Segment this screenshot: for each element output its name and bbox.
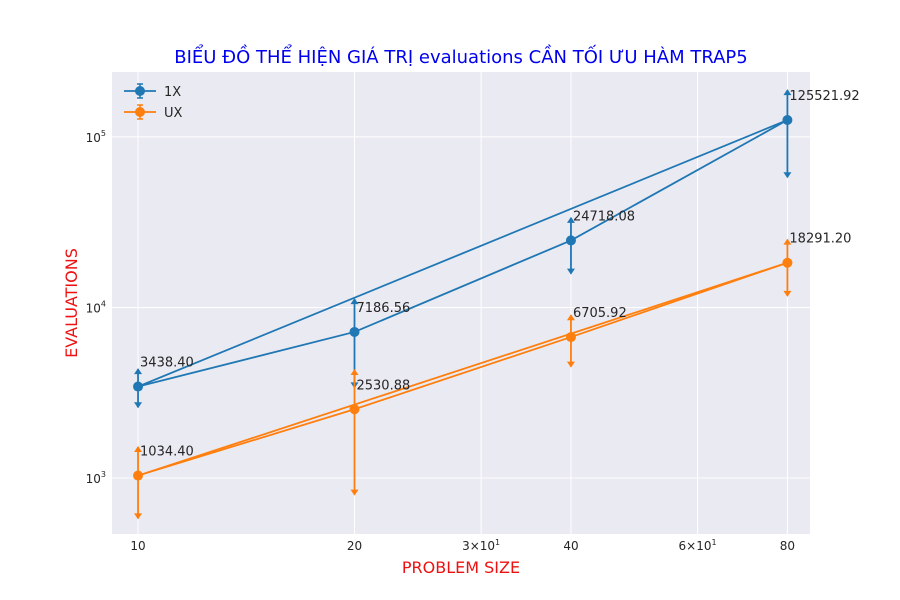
- error-cap-down: [566, 268, 575, 275]
- x-tick-label: 20: [347, 539, 362, 553]
- error-cap-up: [566, 314, 575, 321]
- x-tick-label-exponent: 1: [495, 538, 500, 547]
- legend-item-ux: UX: [124, 104, 183, 121]
- data-point: [565, 235, 576, 246]
- y-tick-label: 105: [86, 129, 106, 145]
- error-cap-up: [783, 238, 792, 245]
- x-tick-label: 40: [563, 539, 578, 553]
- fit-line: [137, 261, 788, 477]
- data-point: [565, 332, 576, 343]
- data-label: 18291.20: [789, 232, 851, 247]
- x-ticks: 10 20 3×101 40 6×101 80: [130, 538, 795, 553]
- data-point: [782, 257, 793, 268]
- fit-line: [137, 119, 788, 388]
- error-cap-up: [783, 89, 792, 96]
- y-tick-label-exponent: 5: [101, 129, 106, 138]
- error-cap-down: [783, 172, 792, 179]
- legend-label: 1X: [164, 85, 181, 100]
- data-point: [133, 470, 144, 481]
- plot-background: [112, 72, 810, 534]
- series-line: [137, 261, 788, 477]
- error-cap-up: [350, 298, 359, 305]
- error-cap-up: [134, 368, 143, 375]
- x-tick-label: 10: [130, 539, 145, 553]
- error-cap-down: [134, 402, 143, 409]
- y-tick-label-exponent: 3: [101, 470, 106, 479]
- data-point: [349, 404, 360, 415]
- error-cap-down: [783, 290, 792, 297]
- series-ux: [133, 238, 793, 520]
- data-label: 24718.08: [573, 209, 635, 224]
- error-cap-down: [350, 489, 359, 496]
- legend-label: UX: [164, 106, 183, 121]
- error-cap-down: [566, 361, 575, 368]
- x-tick-label: 80: [780, 539, 795, 553]
- legend-item-1x: 1X: [124, 83, 181, 100]
- y-axis-label: EVALUATIONS: [62, 248, 81, 358]
- series-line: [137, 119, 788, 388]
- data-point: [782, 115, 793, 126]
- y-tick-label: 103: [86, 470, 106, 486]
- x-tick-label: 6×101: [679, 538, 717, 553]
- data-label: 6705.92: [573, 306, 627, 321]
- data-point: [133, 381, 144, 392]
- y-tick-label-exponent: 4: [101, 299, 106, 308]
- data-point: [349, 326, 360, 337]
- data-label: 2530.88: [356, 378, 410, 393]
- x-tick-label: 3×101: [462, 538, 500, 553]
- data-label: 1034.40: [140, 445, 194, 460]
- y-tick-label: 104: [86, 299, 106, 315]
- error-cap-up: [134, 446, 143, 453]
- data-labels: 3438.40 7186.56 24718.08 125521.92 1034.40 25…: [140, 89, 860, 460]
- error-cap-up: [566, 216, 575, 223]
- legend-swatch-marker: [135, 86, 145, 96]
- legend-swatch-marker: [135, 107, 145, 117]
- x-tick-label-exponent: 1: [712, 538, 717, 547]
- series-layer: [133, 89, 793, 520]
- data-label: 125521.92: [789, 89, 859, 104]
- chart-title: BIỂU ĐỒ THỂ HIỆN GIÁ TRỊ evaluations CẦN…: [174, 44, 748, 68]
- error-cap-up: [350, 368, 359, 375]
- x-axis-label: PROBLEM SIZE: [402, 558, 520, 577]
- legend: 1X UX: [124, 83, 183, 121]
- fit-lines: [137, 119, 788, 477]
- data-label: 3438.40: [140, 356, 194, 371]
- error-cap-down: [134, 513, 143, 520]
- y-ticks: 103 104 105: [86, 129, 106, 486]
- data-label: 7186.56: [356, 301, 410, 316]
